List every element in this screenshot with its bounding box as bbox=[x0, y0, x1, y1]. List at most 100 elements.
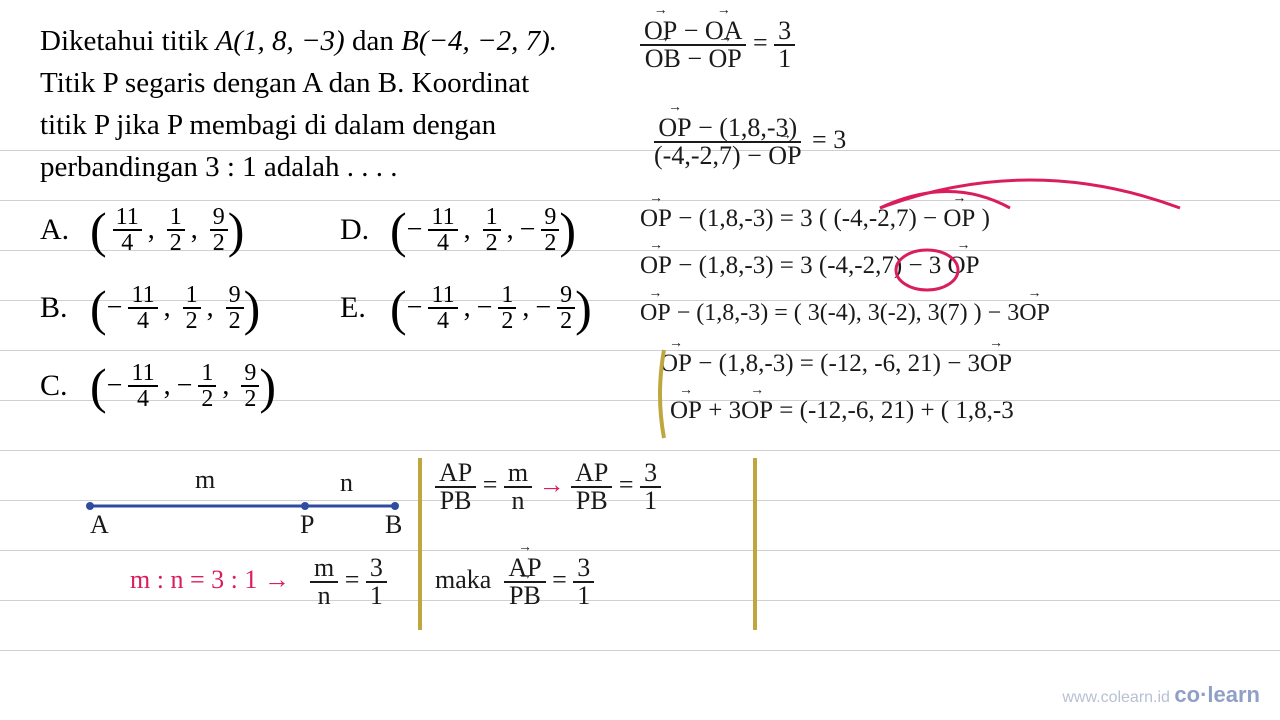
den: 2 bbox=[226, 309, 244, 333]
problem-line3: titik P jika P membagi di dalam dengan bbox=[40, 109, 496, 141]
problem-text: Diketahui titik A(1, 8, −3) dan B(−4, −2… bbox=[40, 20, 600, 188]
neg: − bbox=[477, 292, 493, 324]
den: 2 bbox=[557, 309, 575, 333]
den: 4 bbox=[434, 231, 452, 255]
neg: − bbox=[107, 292, 123, 324]
answer-c: C. ( −114, −12, 92 ) bbox=[40, 356, 276, 416]
hw-diagram-b: B bbox=[385, 510, 402, 540]
neg: − bbox=[407, 292, 423, 324]
den: 4 bbox=[434, 309, 452, 333]
answer-letter: E. bbox=[340, 291, 390, 325]
hw-eq4: OP − (1,8,-3) = 3 (-4,-2,7) − 3 OP bbox=[640, 252, 980, 280]
ratio-text: m : n = 3 : 1 bbox=[130, 565, 257, 594]
hw-eq5: OP − (1,8,-3) = ( 3(-4), 3(-2), 3(7) ) −… bbox=[640, 300, 1050, 327]
num: 11 bbox=[128, 361, 157, 387]
equals: = bbox=[753, 28, 768, 57]
num: 9 bbox=[557, 283, 575, 309]
den: n bbox=[314, 583, 335, 609]
equals: = bbox=[483, 470, 498, 499]
num: 11 bbox=[428, 283, 457, 309]
den: PB bbox=[572, 488, 612, 514]
num: 1 bbox=[183, 283, 201, 309]
den: 1 bbox=[573, 583, 594, 609]
den: 2 bbox=[498, 309, 516, 333]
hw-eq6: OP − (1,8,-3) = (-12, -6, 21) − 3OP bbox=[660, 350, 1012, 378]
problem-point-a: A(1, 8, −3) bbox=[216, 25, 345, 57]
problem-line1-mid: dan bbox=[345, 25, 401, 57]
num: 1 bbox=[198, 361, 216, 387]
hw-eq1: OP − OA OB − OP = 31 bbox=[640, 18, 795, 72]
num: AP bbox=[571, 460, 612, 488]
num: 3 bbox=[774, 18, 795, 46]
hw-ratio-frac: mn = 31 bbox=[310, 555, 387, 609]
answer-a: A. ( 114, 12, 92 ) bbox=[40, 200, 276, 260]
num: 9 bbox=[226, 283, 244, 309]
den: n bbox=[508, 488, 529, 514]
den: 2 bbox=[167, 231, 185, 255]
watermark: www.colearn.id co·learn bbox=[1062, 682, 1260, 708]
vec-ob: OB bbox=[645, 46, 681, 72]
den: 2 bbox=[198, 387, 216, 411]
answer-letter: A. bbox=[40, 213, 90, 247]
neg: − bbox=[535, 292, 551, 324]
neg: − bbox=[107, 370, 123, 402]
hw-eq7: OP + 3OP = (-12,-6, 21) + ( 1,8,-3 bbox=[670, 397, 1014, 425]
answer-d: D. ( −114, 12, −92 ) bbox=[340, 200, 592, 260]
hw-eq3: OP − (1,8,-3) = 3 ( (-4,-2,7) − OP ) bbox=[640, 205, 990, 233]
den: 2 bbox=[210, 231, 228, 255]
num: 3 bbox=[366, 555, 387, 583]
answer-choices: A. ( 114, 12, 92 ) B. ( −114, 12, 92 ) C… bbox=[40, 200, 276, 434]
den: 4 bbox=[134, 309, 152, 333]
num: 3 bbox=[573, 555, 594, 583]
num: AP bbox=[435, 460, 476, 488]
equals: = bbox=[619, 470, 634, 499]
den: PB bbox=[436, 488, 476, 514]
answer-letter: D. bbox=[340, 213, 390, 247]
equals: = bbox=[345, 565, 360, 594]
minus: − bbox=[687, 44, 702, 73]
num: 11 bbox=[113, 205, 142, 231]
hw-diagram-p: P bbox=[300, 510, 314, 540]
hw-diagram-n: n bbox=[340, 468, 353, 498]
problem-point-b: B(−4, −2, 7). bbox=[401, 25, 557, 57]
answer-letter: B. bbox=[40, 291, 90, 325]
num: m bbox=[310, 555, 338, 583]
hw-apb1: APPB = mn → APPB = 31 bbox=[435, 460, 661, 514]
num: 9 bbox=[541, 205, 559, 231]
equals: = bbox=[552, 565, 567, 594]
vec-pb: PB bbox=[509, 583, 541, 609]
hw-diagram-m: m bbox=[195, 465, 215, 495]
hw-ratio: m : n = 3 : 1 → bbox=[130, 565, 290, 595]
den: 2 bbox=[183, 309, 201, 333]
den: 4 bbox=[134, 387, 152, 411]
arrow-icon: → bbox=[539, 470, 565, 499]
neg: − bbox=[520, 214, 536, 246]
problem-line2: Titik P segaris dengan A dan B. Koordina… bbox=[40, 67, 529, 99]
num: 11 bbox=[128, 283, 157, 309]
num: 1 bbox=[498, 283, 516, 309]
num: 11 bbox=[428, 205, 457, 231]
minus: − bbox=[684, 16, 699, 45]
watermark-logo: co·learn bbox=[1174, 682, 1260, 707]
den: 1 bbox=[774, 46, 795, 72]
hw-diagram-a: A bbox=[90, 510, 109, 540]
num: 9 bbox=[210, 205, 228, 231]
num: 9 bbox=[241, 361, 259, 387]
num: 3 bbox=[640, 460, 661, 488]
den: 1 bbox=[366, 583, 387, 609]
problem-line4: perbandingan 3 : 1 adalah . . . . bbox=[40, 151, 398, 183]
den: 2 bbox=[483, 231, 501, 255]
den: 2 bbox=[241, 387, 259, 411]
hw-eq2: OP − (1,8,-3) (-4,-2,7) − OP = 3 bbox=[650, 115, 846, 169]
num: 1 bbox=[483, 205, 501, 231]
problem-line1-pre: Diketahui titik bbox=[40, 25, 216, 57]
hw-apb2: maka APPB = 31 bbox=[435, 555, 594, 609]
answer-b: B. ( −114, 12, 92 ) bbox=[40, 278, 276, 338]
neg: − bbox=[407, 214, 423, 246]
watermark-small: www.colearn.id bbox=[1062, 689, 1170, 706]
answer-letter: C. bbox=[40, 369, 90, 403]
vec-op: OP bbox=[709, 46, 742, 72]
neg: − bbox=[177, 370, 193, 402]
num: m bbox=[504, 460, 532, 488]
maka: maka bbox=[435, 565, 491, 594]
